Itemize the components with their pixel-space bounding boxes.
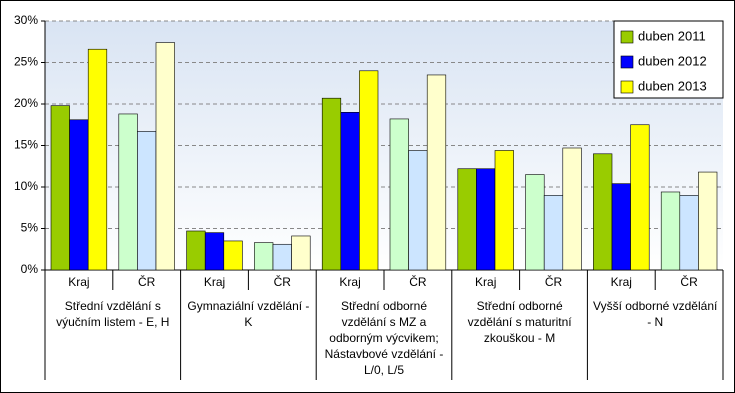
y-tick-label: 25% <box>14 55 38 69</box>
bar <box>389 118 409 271</box>
bar <box>155 42 175 271</box>
bar <box>223 240 243 271</box>
x-tick-label: Kraj <box>475 275 496 289</box>
legend-swatch <box>620 55 634 69</box>
y-tick-label: 20% <box>14 96 38 110</box>
x-tick-label: Kraj <box>204 275 225 289</box>
x-tick-label: ČR <box>138 274 156 289</box>
bar <box>593 153 613 271</box>
bar <box>50 105 70 271</box>
bar <box>679 195 699 271</box>
bar <box>660 191 681 271</box>
bar <box>69 119 89 271</box>
bar <box>457 168 477 271</box>
legend-label: duben 2011 <box>638 28 706 43</box>
y-tick-label: 15% <box>14 138 38 152</box>
y-tick-label: 30% <box>14 13 38 27</box>
bar <box>87 48 108 271</box>
bar <box>408 150 428 271</box>
bar <box>340 112 360 271</box>
group-label: Střední odborné vzdělání s maturitní zko… <box>467 299 572 345</box>
legend-swatch <box>620 80 634 94</box>
bar <box>118 113 138 271</box>
x-tick-label: Kraj <box>68 275 89 289</box>
bar <box>630 124 650 271</box>
bar <box>543 195 564 271</box>
x-tick-label: ČR <box>409 274 427 289</box>
legend-label: duben 2013 <box>638 78 707 93</box>
bar <box>204 232 225 271</box>
y-tick-label: 5% <box>21 221 39 235</box>
x-tick-label: ČR <box>680 274 698 289</box>
x-tick-label: ČR <box>545 274 563 289</box>
group-label: Gymnaziální vzdělání - K <box>187 299 310 329</box>
bar <box>525 174 545 271</box>
legend-swatch <box>620 30 634 44</box>
bar <box>321 97 342 271</box>
group-label: Střední vzdělání s výučním listem - E, H <box>56 299 170 329</box>
x-tick-label: Kraj <box>339 275 360 289</box>
y-tick-label: 0% <box>21 262 39 276</box>
group-label: Střední odborné vzdělání s MZ a odborným… <box>324 299 444 377</box>
y-tick-label: 10% <box>14 179 38 193</box>
bar <box>272 243 292 271</box>
bar <box>186 230 206 271</box>
bar <box>291 235 311 271</box>
x-tick-label: ČR <box>274 274 292 289</box>
bar <box>562 147 582 271</box>
bar <box>494 150 514 271</box>
bar <box>254 242 274 271</box>
x-tick-label: Kraj <box>611 275 632 289</box>
bar <box>426 74 447 271</box>
legend-label: duben 2012 <box>638 53 707 68</box>
bar <box>359 70 379 271</box>
group-label: Vyšší odborné vzdělání - N <box>593 299 718 329</box>
bar <box>137 131 157 271</box>
bar <box>698 171 718 271</box>
bar <box>476 168 496 271</box>
bar <box>611 183 631 271</box>
